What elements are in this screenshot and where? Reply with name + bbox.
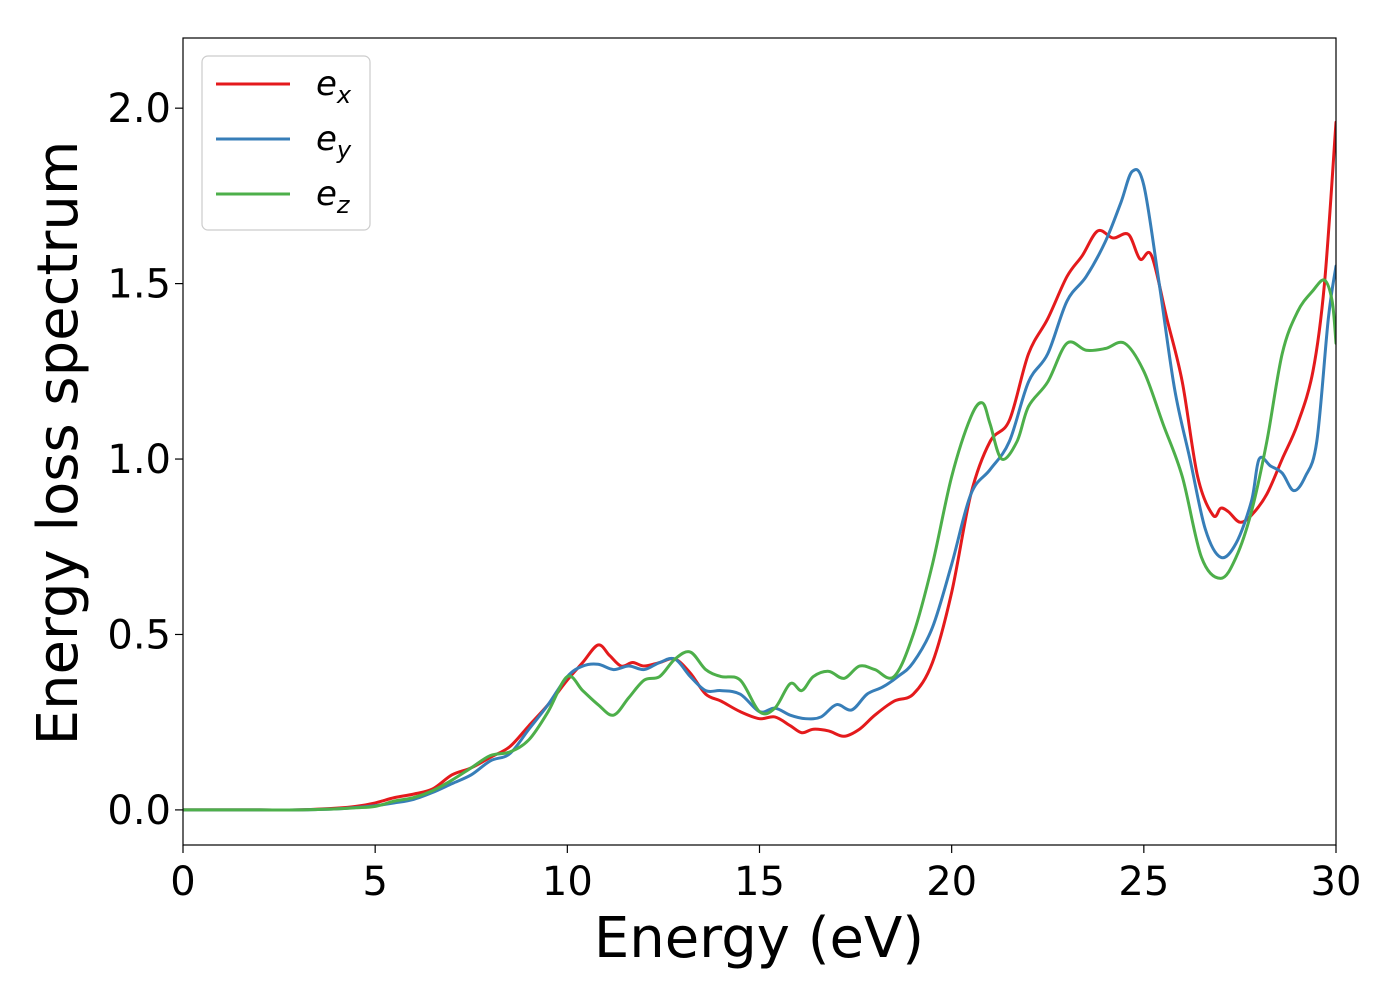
y-tick-label: 0.5 <box>107 612 171 658</box>
series-lines <box>183 120 1336 812</box>
series-line-ey <box>183 168 1336 812</box>
x-tick-label: 15 <box>734 859 785 905</box>
x-tick-label: 5 <box>362 859 387 905</box>
axes: 0 5 10 15 20 25 30 0.0 0.5 1.0 1.5 2.0 <box>107 37 1362 905</box>
x-axis-label: Energy (eV) <box>594 906 924 971</box>
legend-box <box>201 55 371 231</box>
x-tick-label: 25 <box>1118 859 1169 905</box>
x-tick-label: 20 <box>926 859 977 905</box>
x-tick-label: 0 <box>170 859 195 905</box>
x-tick-label: 10 <box>542 859 593 905</box>
y-axis-label: Energy loss spectrum <box>26 141 91 746</box>
legend-label-ex: ex <box>316 64 352 109</box>
x-tick-label: 30 <box>1311 859 1362 905</box>
plot-area <box>183 120 1336 812</box>
y-tick-label: 0.0 <box>107 788 171 834</box>
series-line-ez <box>183 278 1336 812</box>
y-tick-label: 1.5 <box>107 262 171 308</box>
y-tick-label: 1.0 <box>107 437 171 483</box>
y-tick-label: 2.0 <box>107 86 171 132</box>
